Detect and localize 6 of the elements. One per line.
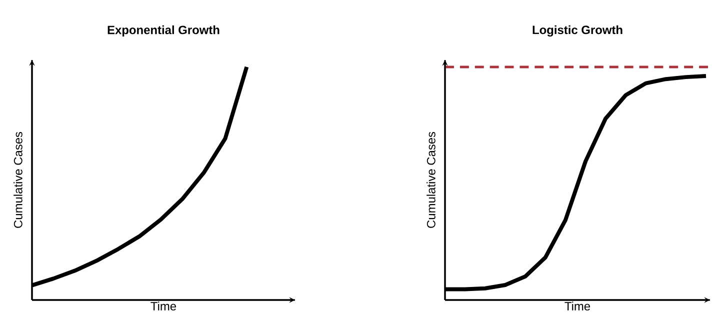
y-axis-title: Cumulative Cases <box>14 132 22 228</box>
y-axis-title: Cumulative Cases <box>426 132 436 228</box>
x-axis-title: Time <box>150 302 176 310</box>
chart-title: Exponential Growth <box>108 25 220 37</box>
x-axis-title: Time <box>564 302 590 310</box>
chart-title: Logistic Growth <box>532 25 622 37</box>
